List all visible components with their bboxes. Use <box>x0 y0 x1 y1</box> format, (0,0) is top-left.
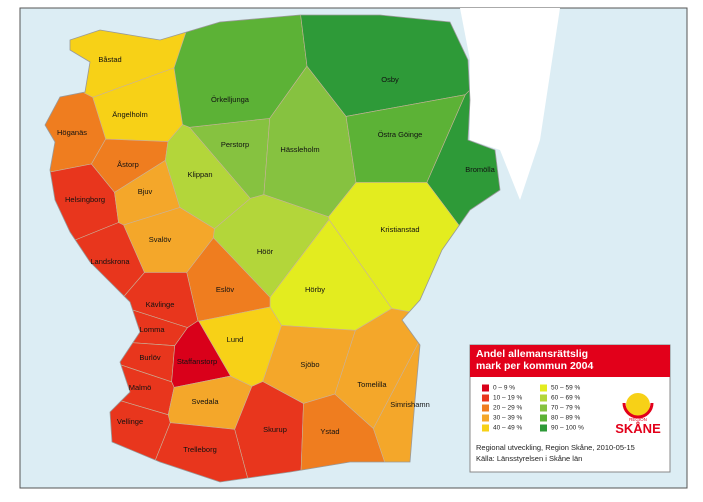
legend-swatch <box>540 414 547 422</box>
municipality <box>171 320 231 388</box>
municipality-label: Bromölla <box>465 165 495 174</box>
municipality-label: Kristianstad <box>380 225 419 234</box>
municipality-label: Höganäs <box>57 128 87 137</box>
logo-top: REGION <box>629 417 647 422</box>
municipality <box>173 15 308 128</box>
legend-swatch <box>482 424 489 432</box>
municipality-label: Tomelilla <box>357 380 387 389</box>
legend-label: 80 – 89 % <box>551 415 580 422</box>
municipality-label: Hörby <box>305 285 325 294</box>
legend-swatch <box>482 394 489 402</box>
municipality-label: Osby <box>381 75 399 84</box>
municipality-label: Åstorp <box>117 160 139 169</box>
municipality-label: Perstorp <box>221 140 249 149</box>
legend-swatch <box>540 394 547 402</box>
legend-label: 50 – 59 % <box>551 385 580 392</box>
legend-swatch <box>540 384 547 392</box>
municipality-label: Vellinge <box>117 417 143 426</box>
legend-label: 60 – 69 % <box>551 395 580 402</box>
municipality-label: Båstad <box>98 55 121 64</box>
legend-swatch <box>540 424 547 432</box>
municipality-label: Ystad <box>320 427 339 436</box>
municipality-label: Lomma <box>139 325 165 334</box>
municipality-label: Staffanstorp <box>177 357 217 366</box>
logo-name: SKÅNE <box>615 421 661 436</box>
municipality-label: Svalöv <box>149 235 172 244</box>
municipality-label: Eslöv <box>216 285 235 294</box>
legend-label: 20 – 29 % <box>493 405 522 412</box>
legend-swatch <box>540 404 547 412</box>
legend-label: 30 – 39 % <box>493 415 522 422</box>
municipality-label: Trelleborg <box>183 445 217 454</box>
legend-title: Andel allemansrättslig mark per kommun 20… <box>476 348 593 372</box>
legend-label: 0 – 9 % <box>493 385 515 392</box>
legend-label: 90 – 100 % <box>551 425 584 432</box>
municipality-label: Skurup <box>263 425 287 434</box>
legend-label: 40 – 49 % <box>493 425 522 432</box>
legend-swatch <box>482 404 489 412</box>
legend-header <box>470 345 670 377</box>
coastline <box>44 14 501 483</box>
logo: REGION SKÅNE <box>615 393 661 436</box>
logo-arc <box>622 402 654 419</box>
municipality-label: Kävlinge <box>146 300 175 309</box>
municipality-label: Hässleholm <box>280 145 319 154</box>
municipality-label: Malmö <box>129 383 152 392</box>
municipality-label: Burlöv <box>139 353 161 362</box>
neighbouring-land <box>60 8 560 200</box>
legend: Andel allemansrättslig mark per kommun 20… <box>469 344 671 473</box>
municipality-label: Lund <box>227 335 244 344</box>
municipality-label: Höör <box>257 247 274 256</box>
municipality-label: Landskrona <box>90 257 130 266</box>
municipality-label: Klippan <box>187 170 212 179</box>
municipality-label: Sjöbo <box>300 360 319 369</box>
municipality-label: Örkelljunga <box>211 95 250 104</box>
municipality-label: Bjuv <box>138 187 153 196</box>
municipality-label: Simrishamn <box>390 400 430 409</box>
municipality-label: Östra Göinge <box>378 130 423 139</box>
legend-label: 10 – 19 % <box>493 395 522 402</box>
municipality-label: Ängelholm <box>112 110 147 119</box>
legend-swatch <box>482 384 489 392</box>
legend-label: 70 – 79 % <box>551 405 580 412</box>
municipality-label: Helsingborg <box>65 195 105 204</box>
legend-swatch <box>482 414 489 422</box>
municipality-labels: Båstad Ängelholm Höganäs Helsingborg Åstorp B… <box>57 55 496 454</box>
logo-sun <box>626 393 650 417</box>
source-text: Regional utveckling, Region Skåne, 2010-… <box>476 443 635 452</box>
municipality-label: Svedala <box>191 397 219 406</box>
source-text: Källa: Länsstyrelsen i Skåne län <box>476 454 582 463</box>
